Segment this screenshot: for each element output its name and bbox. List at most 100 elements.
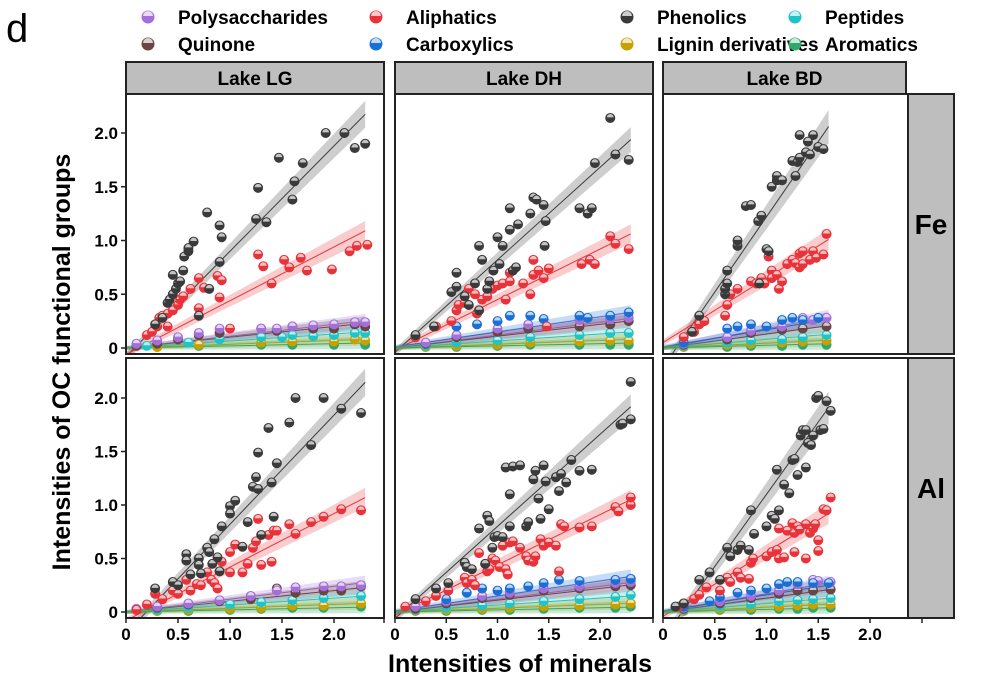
y-tick-label: 1.5 [94,178,118,197]
point-peptides [574,330,585,341]
point-phenolics [800,425,811,436]
point-aliphatics [185,585,196,596]
point-phenolics [540,216,551,227]
point-peptides [625,589,636,600]
point-aliphatics [469,580,480,591]
legend-item-aromatics: Aromatics [788,35,918,56]
point-phenolics [193,559,204,570]
y-tick-label: 0.5 [94,550,118,569]
panel-lake-lg-fe [125,93,385,355]
point-phenolics [410,594,421,605]
point-aliphatics [256,559,267,570]
x-tick-label: 0.5 [434,625,458,644]
point-aliphatics [714,585,725,596]
legend-label: Aromatics [825,35,918,56]
legend-label: Carboxylics [406,35,514,56]
point-phenolics [463,299,474,310]
point-aliphatics [777,276,788,287]
point-aliphatics [518,278,529,289]
point-carboxylics [761,583,772,594]
panel-lake-bd-al [662,357,923,619]
point-phenolics [289,176,300,187]
point-carboxylics [732,321,743,332]
point-aliphatics [258,261,269,272]
point-peptides [318,593,329,604]
y-axis-title: Intensities of OC functional groups [48,154,76,571]
point-phenolics [237,541,248,552]
point-carboxylics [797,315,808,326]
point-peptides [825,593,836,604]
x-tick-label: 0 [390,625,399,644]
confidence-band-phenolics [395,127,631,354]
point-phenolics [430,583,441,594]
point-aliphatics [543,263,554,274]
point-polysaccharides [523,319,534,330]
fit-line-phenolics [395,139,632,353]
strip-label: Fe [915,209,948,240]
point-phenolics [554,486,565,497]
point-aliphatics [538,273,549,284]
x-tick-label: 1.0 [218,625,242,644]
point-peptides [183,337,194,348]
point-phenolics [513,219,524,230]
point-polysaccharides [152,601,163,612]
point-phenolics [735,540,746,551]
point-aliphatics [242,558,253,569]
point-peptides [356,590,367,601]
point-phenolics [623,154,634,165]
point-phenolics [504,203,515,214]
point-aliphatics [811,252,822,263]
point-phenolics [790,170,801,181]
legend-label: Aliphatics [406,8,497,29]
point-phenolics [802,136,813,147]
point-phenolics [150,583,161,594]
point-phenolics [204,283,215,294]
point-phenolics [566,455,577,466]
point-phenolics [556,468,567,479]
x-tick-label: 1.5 [806,625,830,644]
point-phenolics [188,236,199,247]
point-carboxylics [704,596,715,607]
point-polysaccharides [271,323,282,334]
point-aliphatics [821,505,832,516]
point-phenolics [808,430,819,441]
point-phenolics [492,232,503,243]
legend-label: Lignin derivatives [657,35,819,56]
point-phenolics [510,262,521,273]
point-peptides [349,327,360,338]
point-carboxylics [461,587,472,598]
point-aliphatics [356,505,367,516]
x-tick-label: 0 [658,625,667,644]
point-aliphatics [318,511,329,522]
point-aliphatics [507,536,518,547]
point-phenolics [167,269,178,280]
point-phenolics [459,291,470,302]
strip-lake-lg: Lake LG [125,61,385,95]
point-aliphatics [284,519,295,530]
point-phenolics [605,112,616,123]
x-tick-label: 2.0 [322,625,346,644]
strip-al: Al [907,357,955,619]
point-aliphatics [290,528,301,539]
point-phenolics [784,488,795,499]
point-polysaccharides [356,580,367,591]
point-polysaccharides [308,320,319,331]
point-carboxylics [722,323,733,334]
x-tick-label: 0.5 [703,625,727,644]
point-peptides [610,592,621,603]
point-aliphatics [279,254,290,265]
point-phenolics [789,453,800,464]
panels [125,93,923,619]
point-aliphatics [185,283,196,294]
panel-lake-lg-al [125,357,385,619]
legend-label: Peptides [825,8,904,29]
point-polysaccharides [172,332,183,343]
point-polysaccharides [256,323,267,334]
point-peptides [797,332,808,343]
point-phenolics [722,265,733,276]
point-phenolics [625,414,636,425]
point-phenolics [297,158,308,169]
point-phenolics [474,305,485,316]
point-aliphatics [216,275,227,286]
